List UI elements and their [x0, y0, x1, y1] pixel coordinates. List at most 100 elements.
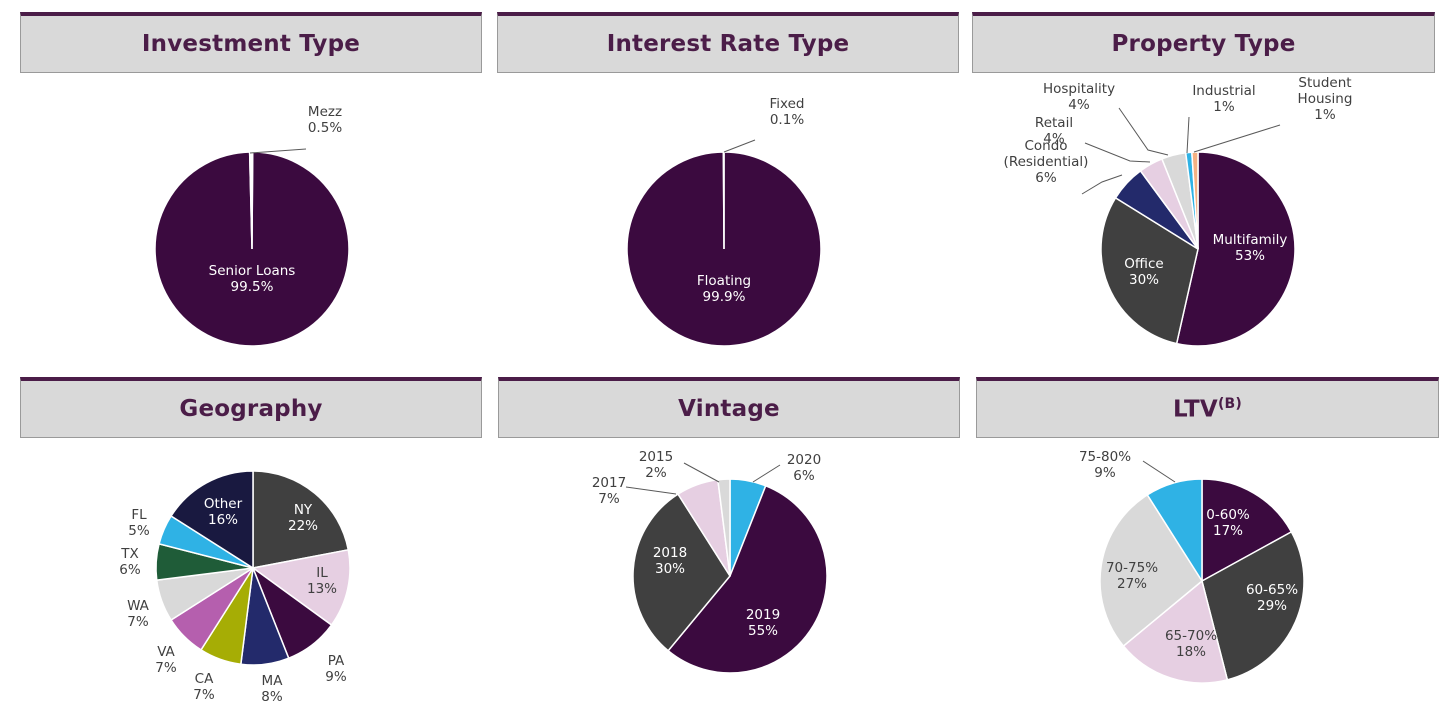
ltv-slice-70-75 [1099, 493, 1203, 648]
vintage-name-2017: 2017 [592, 475, 626, 491]
property-pct-industrial: 1% [1213, 99, 1235, 115]
geography-pct-ma: 8% [261, 689, 283, 705]
geography-label-pa: PA 9% [325, 653, 347, 685]
ltv-title-superscript: (B) [1217, 395, 1243, 412]
ltv-label-60-65: 60-65% 29% [1246, 582, 1298, 614]
interest-rate-type-title: Interest Rate Type [606, 31, 850, 57]
vintage-leader-line-2020 [752, 464, 781, 483]
geography-slices [155, 470, 351, 666]
vintage-leader-line-2017 [625, 486, 677, 495]
investment-type-pie-chart: Senior Loans 99.5% Mezz 0.5% [154, 104, 350, 347]
geography-name-wa: WA [127, 598, 150, 614]
property-name-condo-residential-1: (Residential) [1004, 154, 1089, 170]
property-type-title: Property Type [1111, 31, 1296, 57]
vintage-label-2018: 2018 30% [653, 545, 687, 577]
geography-pct-tx: 6% [119, 562, 141, 578]
vintage-header: Vintage [498, 377, 960, 438]
ltv-name-75-80: 75-80% [1079, 449, 1131, 465]
geography-name-ny: NY [294, 502, 313, 518]
ltv-slice-65-70 [1122, 579, 1229, 684]
ltv-leader-line-75-80 [1142, 460, 1176, 483]
vintage-label-2020: 2020 6% [787, 452, 821, 484]
geography-pct-ny: 22% [288, 518, 318, 534]
geography-pct-il: 13% [307, 581, 337, 597]
geography-label-fl: FL 5% [128, 507, 150, 539]
geography-label-other: Other 16% [204, 496, 243, 528]
geography-pct-pa: 9% [325, 669, 347, 685]
vintage-label-2017: 2017 7% [592, 475, 626, 507]
ltv-label-75-80: 75-80% 9% [1079, 449, 1131, 481]
ltv-name-65-70: 65-70% [1165, 628, 1217, 644]
property-type-header: Property Type [972, 12, 1435, 73]
ltv-pct-75-80: 9% [1094, 465, 1116, 481]
geography-header: Geography [20, 377, 482, 438]
investment-type-title: Investment Type [141, 31, 361, 57]
property-type-panel: Property Type Multifamily 53% Office 30% Con… [972, 12, 1435, 352]
ltv-label-70-75: 70-75% 27% [1106, 560, 1158, 592]
interest-rate-type-panel: Interest Rate Type Floating 99.9% Fixed 0.1… [497, 12, 959, 352]
geography-pct-va: 7% [155, 660, 177, 676]
investment-leader-line-mezz [249, 148, 307, 154]
interest-name-fixed: Fixed [770, 96, 805, 112]
geography-slice-other [170, 470, 254, 570]
interest-rate-type-pie-chart: Floating 99.9% Fixed 0.1% [626, 96, 822, 347]
ltv-name-70-75: 70-75% [1106, 560, 1158, 576]
ltv-name-0-60: 0-60% [1206, 507, 1250, 523]
investment-name-mezz: Mezz [308, 104, 342, 120]
geography-name-fl: FL [131, 507, 147, 523]
vintage-panel: Vintage 2020 6% 2019 55% 2018 30% 2017 7% 2015 2% [498, 377, 960, 722]
geography-title: Geography [179, 396, 323, 422]
ltv-pct-0-60: 17% [1213, 523, 1243, 539]
property-label-student-housing: Student Housing 1% [1298, 75, 1353, 123]
vintage-name-2015: 2015 [639, 449, 673, 465]
interest-pct-fixed: 0.1% [770, 112, 804, 128]
property-leader-line-condo-residential [1081, 174, 1123, 195]
ltv-name-60-65: 60-65% [1246, 582, 1298, 598]
interest-slices [626, 151, 822, 347]
vintage-pie-chart: 2020 6% 2019 55% 2018 30% 2017 7% 2015 2% [592, 449, 828, 674]
geography-label-ca: CA 7% [193, 671, 215, 703]
geography-name-pa: PA [328, 653, 345, 669]
property-pct-student-housing: 1% [1314, 107, 1336, 123]
property-type-pie-chart: Multifamily 53% Office 30% Condo (Residential… [1004, 75, 1352, 347]
geography-label-tx: TX 6% [119, 546, 141, 578]
ltv-slice-75-80 [1146, 478, 1203, 584]
investment-type-panel: Investment Type Senior Loans 99.5% Mezz 0.5… [20, 12, 482, 352]
geography-label-ny: NY 22% [288, 502, 318, 534]
investment-slices [154, 151, 350, 347]
property-slices [1100, 151, 1296, 347]
property-label-retail: Retail 4% [1035, 115, 1073, 147]
property-name-office: Office [1124, 256, 1163, 272]
investment-label-senior-loans: Senior Loans 99.5% [209, 263, 296, 295]
vintage-name-2018: 2018 [653, 545, 687, 561]
property-name-student-housing-0: Student [1298, 75, 1351, 91]
ltv-title: LTV(B) [1173, 396, 1242, 423]
geography-panel: Geography NY 22% IL 13% PA 9% MA 8% CA 7% VA 7% WA 7%… [20, 377, 482, 722]
vintage-slices [632, 478, 828, 674]
vintage-slice-2015 [717, 478, 731, 577]
geography-slice-il [251, 548, 351, 627]
vintage-pct-2015: 2% [645, 465, 667, 481]
investment-name-senior-loans: Senior Loans [209, 263, 296, 279]
ltv-pie-chart: 0-60% 17% 60-65% 29% 65-70% 18% 70-75% 27% 75-80… [1079, 449, 1305, 684]
ltv-panel: LTV(B) 0-60% 17% 60-65% 29% 65-70% 18% 70-75% 2… [976, 377, 1439, 722]
interest-pct-floating: 99.9% [703, 289, 746, 305]
property-label-multifamily: Multifamily 53% [1213, 232, 1288, 264]
investment-pct-mezz: 0.5% [308, 120, 342, 136]
interest-label-fixed: Fixed 0.1% [770, 96, 805, 128]
geography-slice-ny [252, 470, 350, 569]
property-label-office: Office 30% [1124, 256, 1163, 288]
interest-leader-line-fixed [723, 139, 756, 153]
geography-name-other: Other [204, 496, 243, 512]
interest-rate-type-header: Interest Rate Type [497, 12, 959, 73]
geography-label-va: VA 7% [155, 644, 177, 676]
geography-name-tx: TX [120, 546, 139, 562]
ltv-slices [1099, 478, 1305, 684]
vintage-leader-line-2015 [683, 462, 720, 483]
property-name-industrial: Industrial [1192, 83, 1255, 99]
ltv-slice-0-60 [1201, 478, 1293, 583]
geography-name-va: VA [157, 644, 175, 660]
geography-pct-other: 16% [208, 512, 238, 528]
property-name-condo-residential-0: Condo [1024, 138, 1067, 154]
interest-label-floating: Floating 99.9% [697, 273, 751, 305]
